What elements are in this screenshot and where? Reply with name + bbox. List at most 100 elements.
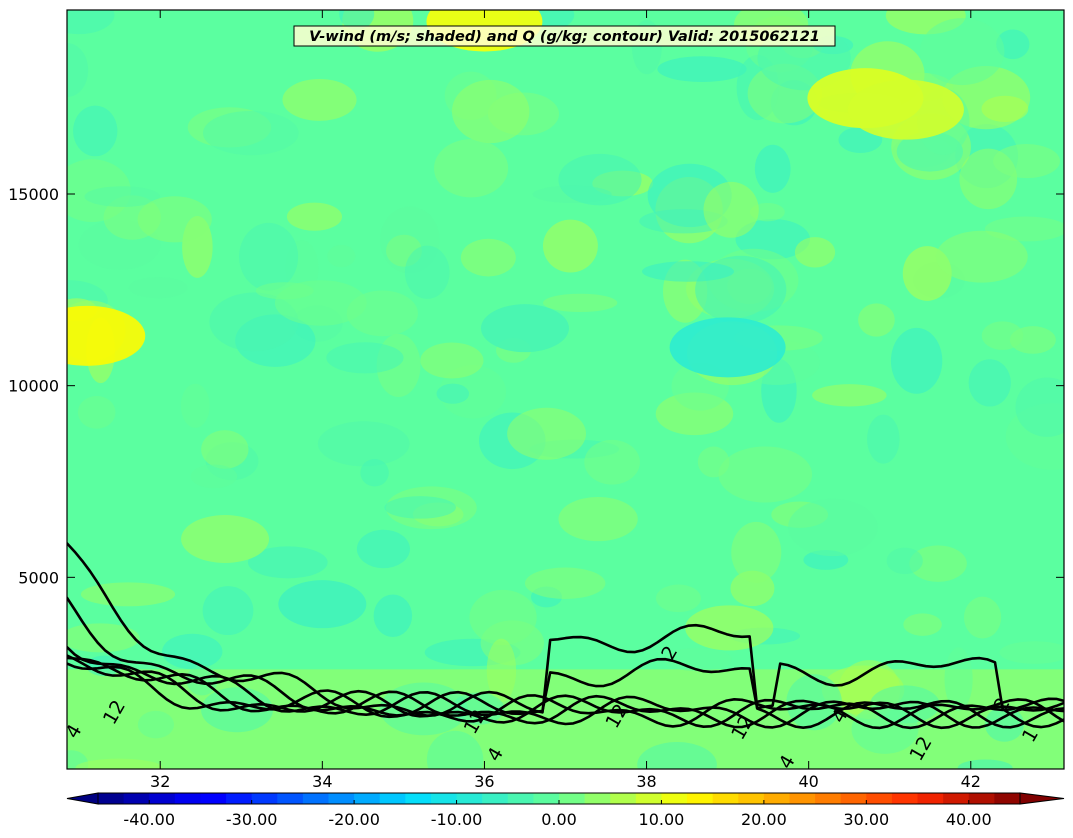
- q-contour-4: [67, 596, 1064, 729]
- shade-cell: [703, 181, 759, 238]
- colorbar-tick-label: -10.00: [431, 810, 483, 829]
- shade-cell: [890, 327, 943, 394]
- colorbar-segment: [405, 793, 432, 804]
- shade-cell: [339, 10, 375, 30]
- shade-cell: [239, 222, 299, 291]
- colorbar-tick-label: 10.00: [639, 810, 685, 829]
- colorbar-segment: [379, 793, 406, 804]
- shade-cell: [202, 110, 299, 156]
- shade-cell: [75, 758, 163, 769]
- colorbar-segment: [302, 793, 330, 804]
- shade-cell: [128, 277, 188, 299]
- colorbar-segment: [610, 793, 637, 804]
- shade-cell: [685, 605, 774, 651]
- q-contour-6: [67, 645, 1064, 729]
- shade-cell: [282, 78, 357, 121]
- shade-feature-0: [669, 317, 786, 378]
- shade-cell: [404, 245, 450, 299]
- shade-cell: [73, 105, 118, 157]
- shade-cell: [957, 759, 1013, 769]
- colorbar-segment: [815, 793, 842, 804]
- shade-cell: [247, 546, 328, 579]
- shade-feature-3: [847, 79, 964, 140]
- colorbar-segment: [174, 793, 202, 804]
- shade-cell: [356, 529, 410, 569]
- colorbar-segment: [763, 793, 791, 804]
- y-tick-label: 10000: [8, 377, 59, 396]
- shade-cell: [909, 545, 967, 582]
- colorbar-segment: [840, 793, 867, 804]
- shade-cell: [180, 383, 210, 428]
- shade-cell: [436, 383, 470, 404]
- shade-cell: [903, 613, 942, 636]
- shade-cell: [202, 586, 254, 636]
- shade-cell: [190, 464, 238, 489]
- shade-cell: [439, 365, 507, 419]
- shade-cell: [137, 196, 212, 243]
- colorbar-segment: [712, 793, 739, 804]
- x-tick-label: 34: [312, 772, 332, 791]
- colorbar-extend-max: [1019, 792, 1065, 805]
- shade-cell: [657, 56, 747, 83]
- colorbar-segment: [277, 793, 304, 804]
- shade-cell: [642, 261, 734, 282]
- colorbar-segment: [507, 793, 534, 804]
- shade-cell: [886, 547, 923, 575]
- x-tick-label: 42: [961, 772, 981, 791]
- shade-cell: [858, 303, 895, 337]
- colorbar-segment: [738, 793, 765, 804]
- shade-cell: [507, 407, 587, 460]
- shade-cell: [584, 439, 640, 485]
- colorbar-segment: [226, 793, 253, 804]
- colorbar-tick-label: 20.00: [741, 810, 787, 829]
- shade-cell: [996, 29, 1030, 60]
- shade-cell: [981, 321, 1024, 350]
- colorbar-segment: [482, 793, 509, 804]
- shade-cell: [255, 282, 314, 300]
- shade-cell: [77, 395, 116, 429]
- shade-cell: [327, 244, 356, 268]
- colorbar-segment: [123, 793, 150, 804]
- shade-cell: [80, 582, 176, 607]
- shade-cell: [67, 43, 89, 98]
- shade-feature-7: [181, 515, 270, 563]
- shade-cell: [426, 730, 484, 769]
- colorbar-segment: [200, 793, 227, 804]
- colorbar-segment: [968, 793, 995, 804]
- colorbar-segment: [943, 793, 970, 804]
- shade-cell: [754, 144, 791, 193]
- shade-cell: [663, 647, 732, 672]
- shade-cell: [434, 139, 509, 198]
- shade-cell: [867, 414, 900, 464]
- shade-feature-5: [278, 580, 367, 629]
- shade-cell: [420, 342, 484, 379]
- q-contours: [67, 542, 1064, 730]
- shade-cell: [558, 153, 642, 206]
- shade-feature-4: [67, 305, 146, 366]
- chart-title-box: V-wind (m/s; shaded) and Q (g/kg; contou…: [293, 25, 836, 47]
- colorbar-tick-label: -30.00: [226, 810, 278, 829]
- shade-cell: [812, 384, 887, 407]
- x-tick-label: 32: [150, 772, 170, 791]
- colorbar-segment: [866, 793, 893, 804]
- shade-cell: [346, 290, 418, 337]
- shade-cell: [84, 186, 161, 207]
- shade-cell: [326, 342, 404, 374]
- shade-cell: [697, 446, 730, 478]
- shade-cell: [1015, 377, 1064, 437]
- shade-cell: [162, 633, 223, 670]
- shade-cell: [317, 421, 410, 467]
- shade-cell: [919, 18, 1005, 86]
- colorbar-segment: [891, 793, 919, 804]
- shade-cell: [460, 238, 516, 277]
- colorbar-segment: [98, 793, 125, 804]
- colorbar-segment: [661, 793, 688, 804]
- shade-cell: [451, 79, 530, 144]
- colorbar-segment: [687, 793, 714, 804]
- colorbar: -40.00 -30.00 -20.00 -10.00 0.00 10.00 20.00 30…: [66, 792, 1065, 829]
- colorbar-segment: [533, 793, 560, 804]
- shade-cell: [286, 202, 343, 231]
- shade-cell: [469, 589, 537, 646]
- shade-cell: [993, 144, 1061, 179]
